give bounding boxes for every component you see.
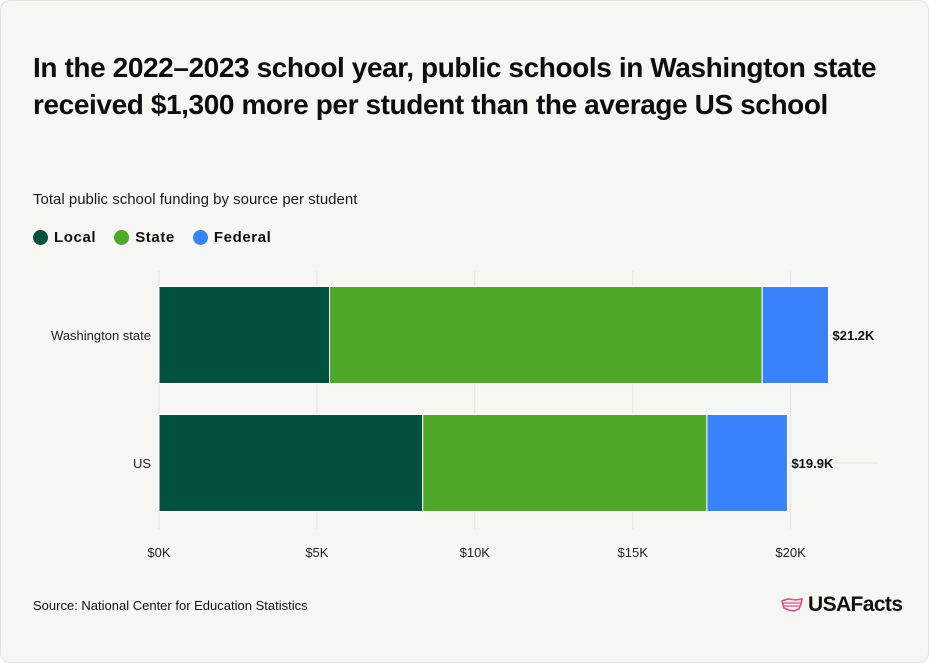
bar-segment-local [158,286,331,384]
legend-item-local: Local [33,229,96,246]
x-tick-label: $20K [775,545,806,560]
source-note: Source: National Center for Education St… [33,598,308,613]
legend-swatch-local [33,230,48,245]
legend-swatch-federal [192,230,208,245]
bar-segment-federal [706,414,788,512]
us-flag-map-icon [781,598,804,612]
stacked-bar-chart: $0K $5K $10K $15K $20K Washington state $21.2K… [51,271,878,560]
legend-swatch-state [114,230,130,245]
bar-segment-state [329,286,763,384]
legend-label-federal: Federal [213,229,272,246]
bar-segment-local [158,414,424,512]
category-label: US [133,456,151,471]
bar-segment-federal [761,286,829,384]
chart-subtitle: Total public school funding by source pe… [33,191,358,208]
legend: Local State Federal [33,229,289,246]
usafacts-logo: USAFacts [780,593,903,617]
x-tick-label: $0K [147,545,170,560]
chart-title: In the 2022–2023 school year, public sch… [33,52,877,120]
legend-item-federal: Federal [192,229,272,246]
x-tick-label: $10K [460,545,491,560]
legend-label-local: Local [54,229,97,246]
category-label: Washington state [51,328,151,343]
x-tick-label: $15K [618,545,649,560]
x-tick-label: $5K [305,545,328,560]
total-label: $21.2K [833,328,876,343]
brand-name: USAFacts [808,593,903,616]
total-label: $19.9K [791,456,834,471]
legend-item-state: State [114,229,175,246]
bar-segment-state [422,414,708,512]
legend-label-state: State [135,229,175,246]
